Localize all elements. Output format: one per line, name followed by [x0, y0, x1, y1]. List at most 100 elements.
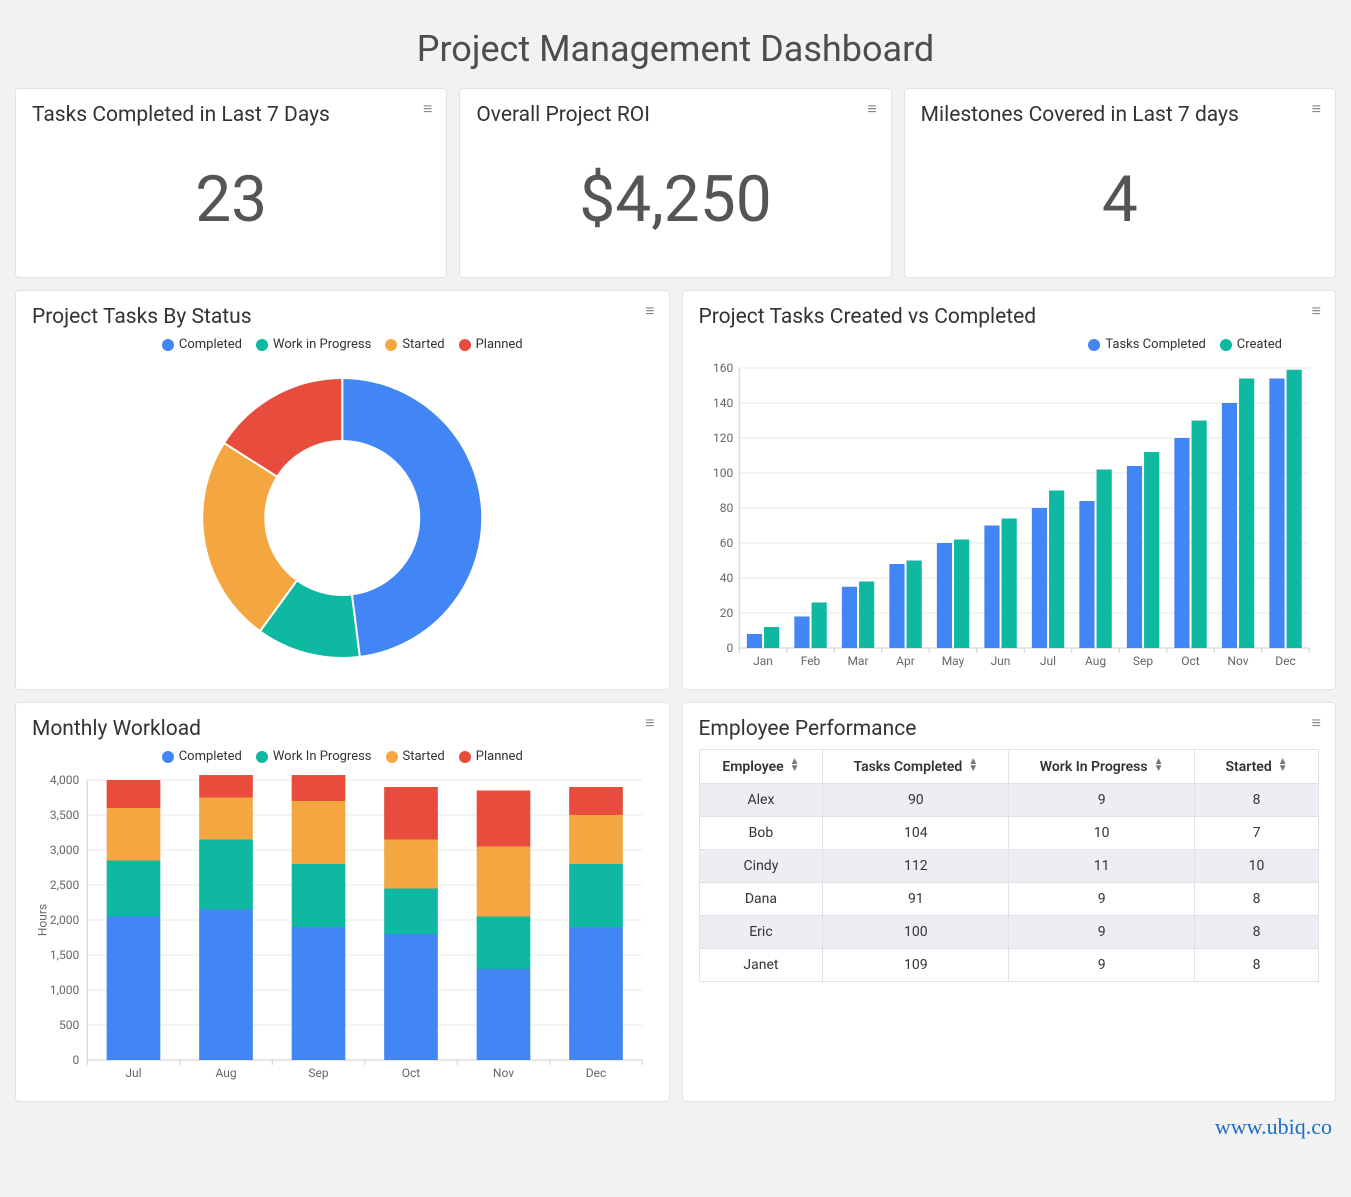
bar[interactable] — [1126, 466, 1141, 648]
footer-link[interactable]: www.ubiq.co — [15, 1114, 1336, 1140]
svg-text:Hours: Hours — [35, 903, 49, 935]
bar-segment[interactable] — [107, 780, 161, 808]
bar[interactable] — [1191, 420, 1206, 648]
bar-segment[interactable] — [477, 846, 531, 916]
bar-segment[interactable] — [477, 969, 531, 1060]
bar-segment[interactable] — [384, 888, 438, 934]
svg-text:Aug: Aug — [215, 1066, 236, 1080]
kpi-card-tasks-completed: ≡ Tasks Completed in Last 7 Days 23 — [15, 88, 447, 278]
legend-item[interactable]: Work In Progress — [256, 749, 372, 764]
bar[interactable] — [1049, 490, 1064, 648]
bar-segment[interactable] — [199, 775, 253, 798]
column-header[interactable]: Started▲▼ — [1195, 750, 1319, 784]
svg-text:Jul: Jul — [1039, 654, 1055, 668]
bar[interactable] — [1269, 378, 1284, 648]
donut-slice[interactable] — [342, 378, 482, 657]
bar[interactable] — [1286, 369, 1301, 647]
svg-text:Oct: Oct — [1181, 654, 1200, 668]
bar[interactable] — [1096, 469, 1111, 648]
svg-text:120: 120 — [713, 431, 733, 445]
bar-segment[interactable] — [569, 815, 623, 864]
bar[interactable] — [1221, 403, 1236, 648]
table-row: Bob104107 — [699, 817, 1319, 850]
bar[interactable] — [1001, 518, 1016, 648]
bar[interactable] — [811, 602, 826, 648]
svg-text:Dec: Dec — [1275, 654, 1296, 668]
hamburger-icon[interactable]: ≡ — [1312, 101, 1321, 117]
bar-segment[interactable] — [107, 808, 161, 861]
bar-segment[interactable] — [477, 790, 531, 846]
sort-icon: ▲▼ — [1154, 758, 1164, 772]
bar-segment[interactable] — [292, 775, 346, 801]
bar[interactable] — [954, 539, 969, 648]
bar[interactable] — [1031, 508, 1046, 648]
bar-segment[interactable] — [292, 927, 346, 1060]
bar[interactable] — [841, 586, 856, 647]
bar-segment[interactable] — [569, 787, 623, 815]
svg-text:2,000: 2,000 — [50, 913, 80, 927]
bar-segment[interactable] — [107, 916, 161, 1060]
svg-text:80: 80 — [719, 501, 733, 515]
stacked-bar-card: ≡ Monthly Workload Completed Work In Prog… — [15, 702, 670, 1102]
hamburger-icon[interactable]: ≡ — [1312, 303, 1321, 319]
bar-segment[interactable] — [569, 864, 623, 927]
bar[interactable] — [936, 543, 951, 648]
bar[interactable] — [1079, 501, 1094, 648]
legend-item[interactable]: Started — [385, 337, 444, 352]
legend-item[interactable]: Completed — [162, 337, 242, 352]
bar-segment[interactable] — [292, 801, 346, 864]
bar[interactable] — [859, 581, 874, 648]
legend-item[interactable]: Planned — [459, 749, 523, 764]
svg-text:Sep: Sep — [308, 1066, 328, 1080]
bar-segment[interactable] — [199, 797, 253, 839]
bar[interactable] — [906, 560, 921, 648]
hamburger-icon[interactable]: ≡ — [1312, 715, 1321, 731]
legend-item[interactable]: Created — [1220, 337, 1282, 352]
bar-segment[interactable] — [292, 864, 346, 927]
legend-item[interactable]: Completed — [162, 749, 242, 764]
bar[interactable] — [1144, 452, 1159, 648]
table-cell: 8 — [1195, 949, 1319, 982]
column-header[interactable]: Tasks Completed▲▼ — [823, 750, 1009, 784]
bar[interactable] — [794, 616, 809, 648]
kpi-value: 23 — [32, 135, 430, 263]
svg-text:Nov: Nov — [493, 1066, 514, 1080]
bar[interactable] — [764, 627, 779, 648]
legend-item[interactable]: Planned — [459, 337, 523, 352]
hamburger-icon[interactable]: ≡ — [423, 101, 432, 117]
table-cell: 10 — [1195, 850, 1319, 883]
legend-item[interactable]: Tasks Completed — [1088, 337, 1205, 352]
table-cell: 10 — [1009, 817, 1195, 850]
grouped-bar-chart: 020406080100120140160JanFebMarAprMayJunJ… — [699, 363, 1320, 673]
svg-text:Dec: Dec — [586, 1066, 607, 1080]
bar-segment[interactable] — [384, 839, 438, 888]
donut-card: ≡ Project Tasks By Status CompletedWork … — [15, 290, 670, 690]
svg-text:May: May — [941, 654, 964, 668]
bar-segment[interactable] — [477, 916, 531, 969]
column-header[interactable]: Work In Progress▲▼ — [1009, 750, 1195, 784]
bar-segment[interactable] — [384, 934, 438, 1060]
donut-chart — [32, 363, 653, 673]
sort-icon: ▲▼ — [790, 758, 800, 772]
hamburger-icon[interactable]: ≡ — [645, 715, 654, 731]
bar-segment[interactable] — [199, 839, 253, 909]
column-header[interactable]: Employee▲▼ — [699, 750, 823, 784]
kpi-title: Overall Project ROI — [476, 103, 874, 127]
bar[interactable] — [1174, 438, 1189, 648]
bar-segment[interactable] — [107, 860, 161, 916]
hamburger-icon[interactable]: ≡ — [867, 101, 876, 117]
svg-text:160: 160 — [713, 363, 733, 375]
chart-title: Monthly Workload — [32, 717, 653, 741]
bar[interactable] — [984, 525, 999, 648]
legend-item[interactable]: Work in Progress — [256, 337, 371, 352]
svg-text:1,500: 1,500 — [50, 948, 80, 962]
bar[interactable] — [746, 634, 761, 648]
bar-segment[interactable] — [384, 787, 438, 840]
table-cell: Cindy — [699, 850, 823, 883]
bar[interactable] — [1239, 378, 1254, 648]
bar[interactable] — [889, 564, 904, 648]
hamburger-icon[interactable]: ≡ — [645, 303, 654, 319]
legend-item[interactable]: Started — [386, 749, 445, 764]
bar-segment[interactable] — [569, 927, 623, 1060]
bar-segment[interactable] — [199, 909, 253, 1060]
